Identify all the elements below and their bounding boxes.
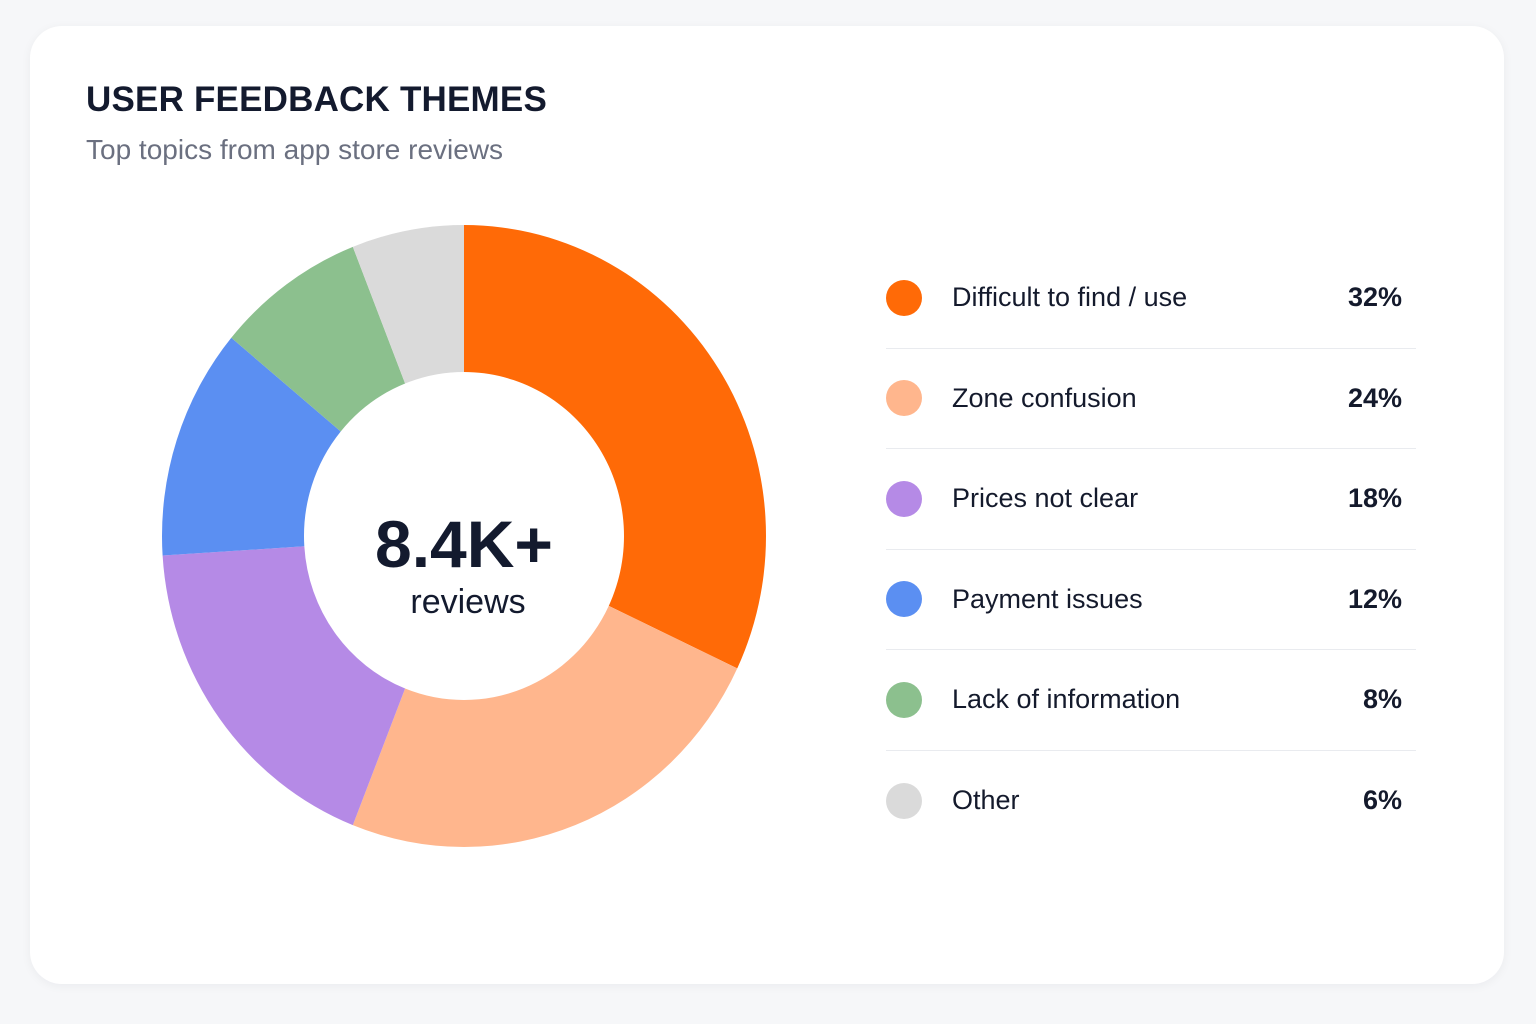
legend-label: Lack of information — [952, 684, 1181, 715]
donut-chart: 8.4K+ reviews — [162, 225, 766, 847]
legend-value: 8% — [1362, 684, 1402, 715]
donut-slice-other — [352, 225, 464, 384]
chart-title: USER FEEDBACK THEMES — [86, 80, 547, 119]
legend-value: 32% — [1347, 282, 1402, 313]
donut-slice-prices-not-clear — [162, 546, 406, 826]
donut-slice-difficult-to-find-use — [464, 225, 766, 669]
legend-value: 6% — [1362, 785, 1402, 816]
legend-value: 12% — [1347, 583, 1402, 614]
donut-slice-payment-issues — [162, 337, 341, 556]
legend-item-other: Other 6% — [886, 751, 1416, 852]
donut-slice-zone-confusion — [352, 605, 738, 847]
donut-slice-lack-of-information — [231, 246, 406, 432]
feedback-card: USER FEEDBACK THEMES Top topics from app… — [30, 26, 1504, 984]
legend-item-payment-issues: Payment issues 12% — [886, 550, 1416, 650]
legend-item-difficult-to-find: Difficult to find / use 32% — [886, 248, 1416, 349]
legend-swatch — [886, 681, 922, 718]
legend-swatch — [886, 581, 922, 618]
legend-swatch — [886, 279, 922, 316]
center-value: 8.4K+ — [375, 507, 553, 581]
center-label: reviews — [410, 583, 525, 621]
legend-value: 18% — [1347, 483, 1402, 514]
legend-swatch — [886, 782, 922, 819]
legend-swatch — [886, 480, 922, 517]
legend-label: Other — [952, 785, 1020, 816]
legend-value: 24% — [1347, 382, 1402, 413]
legend-label: Difficult to find / use — [952, 282, 1188, 313]
donut-slices — [162, 225, 766, 847]
legend-item-prices-not-clear: Prices not clear 18% — [886, 449, 1416, 550]
legend-label: Zone confusion — [952, 382, 1137, 413]
legend-label: Prices not clear — [952, 483, 1139, 514]
legend-item-lack-of-information: Lack of information 8% — [886, 650, 1416, 751]
chart-subtitle: Top topics from app store reviews — [86, 134, 504, 165]
legend-item-zone-confusion: Zone confusion 24% — [886, 349, 1416, 449]
legend-swatch — [886, 380, 922, 417]
legend-label: Payment issues — [952, 583, 1143, 614]
legend: Difficult to find / use 32% Zone confusi… — [886, 248, 1416, 851]
